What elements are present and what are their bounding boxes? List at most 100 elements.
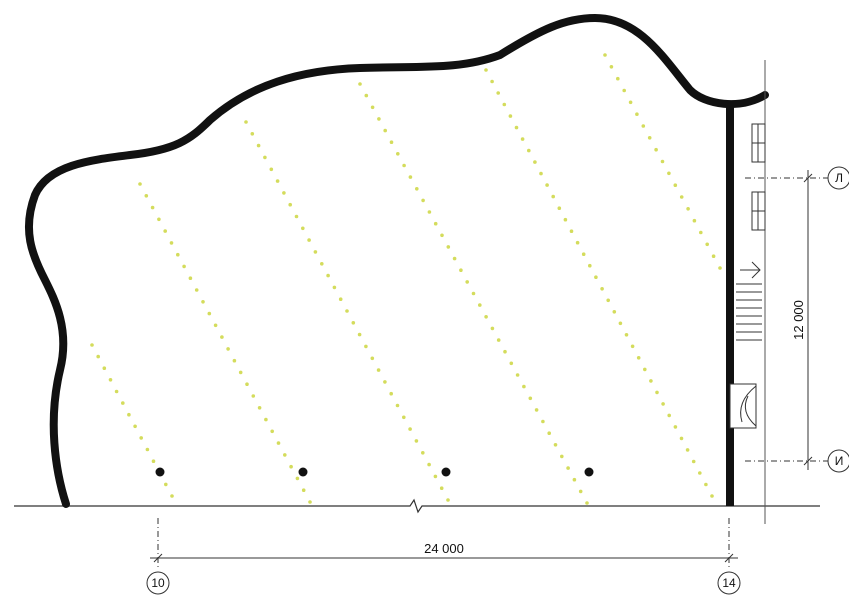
window-lower xyxy=(751,191,766,231)
horizontal-dimension-label: 24 000 xyxy=(424,541,464,556)
dotted-line-dot xyxy=(421,198,425,203)
dotted-line-dot xyxy=(301,488,306,493)
dotted-line-dot xyxy=(90,343,94,347)
dotted-line-dot xyxy=(308,500,312,504)
dotted-line-dot xyxy=(673,425,678,429)
dotted-line-dot xyxy=(127,412,131,417)
dotted-line-dot xyxy=(164,482,168,487)
dotted-line-dot xyxy=(201,300,205,304)
dotted-line-dot xyxy=(551,194,555,199)
dotted-line-dot xyxy=(383,128,388,133)
dotted-line-dot xyxy=(594,275,598,280)
dotted-line-dot xyxy=(606,298,610,303)
dotted-line-dot xyxy=(496,91,501,95)
dotted-line-dot xyxy=(251,394,256,398)
dotted-line-dot xyxy=(264,417,268,422)
column xyxy=(298,467,308,477)
dotted-line-dot xyxy=(288,202,293,207)
dotted-line-dot xyxy=(654,147,658,152)
dotted-line-dot xyxy=(527,148,531,153)
dotted-line-dot xyxy=(269,167,274,172)
dotted-line-dot xyxy=(383,380,387,384)
dotted-line-dot xyxy=(96,354,100,359)
dotted-line-dot xyxy=(433,474,438,479)
dotted-line-dot xyxy=(539,171,543,176)
dotted-line-dot xyxy=(484,68,488,72)
dotted-line-dot xyxy=(364,344,368,349)
dotted-line-dot xyxy=(376,368,381,372)
dotted-line-dot xyxy=(282,191,286,195)
dotted-line-dot xyxy=(220,335,224,339)
dotted-line-dot xyxy=(528,396,533,401)
dotted-line-dot xyxy=(257,406,262,410)
dotted-line-dot xyxy=(250,132,255,136)
dotted-line-dot xyxy=(603,53,607,57)
dotted-line-dot xyxy=(226,347,230,351)
dotted-line-dot xyxy=(541,419,545,424)
dotted-line-dot xyxy=(313,250,318,254)
dotted-line-dot xyxy=(364,93,369,98)
dotted-line-dot xyxy=(245,382,249,387)
axis-marker-i: И xyxy=(827,449,849,473)
dotted-line-dot xyxy=(163,229,167,233)
dotted-line-dot xyxy=(170,494,174,498)
dotted-line-dot xyxy=(496,338,501,342)
dotted-line-dot xyxy=(427,462,431,467)
dotted-line-dot xyxy=(624,333,629,337)
dotted-line-dot xyxy=(643,367,647,372)
horizontal-dimension xyxy=(150,518,738,568)
vertical-dimension xyxy=(745,170,828,470)
dotted-line-dot xyxy=(421,451,425,455)
dotted-line-dot xyxy=(612,310,617,314)
dotted-line-dot xyxy=(427,210,432,214)
dotted-line-dot xyxy=(157,217,161,222)
axis-marker-10: 10 xyxy=(146,571,170,595)
dotted-line-dot xyxy=(534,408,539,412)
axis-marker-14: 14 xyxy=(717,571,741,595)
dotted-line-dot xyxy=(478,303,482,307)
dotted-line-dot xyxy=(609,65,614,69)
dotted-line-dot xyxy=(630,344,635,349)
svg-text:И: И xyxy=(835,454,844,468)
dotted-line-dot xyxy=(660,159,665,164)
dotted-line-dot xyxy=(628,100,633,105)
dotted-line-dot xyxy=(711,254,716,258)
door-swing xyxy=(729,383,757,429)
dotted-line-dot xyxy=(370,356,375,361)
dotted-line-dot xyxy=(263,155,267,160)
dotted-line-dot xyxy=(508,114,513,118)
dotted-line-dot xyxy=(572,477,577,482)
dotted-line-dot xyxy=(207,311,212,316)
dotted-line-dot xyxy=(408,427,412,431)
dotted-line-dot xyxy=(503,349,507,354)
dotted-line-dot xyxy=(553,443,558,447)
ground-line xyxy=(14,498,820,514)
dotted-line-dot xyxy=(600,287,604,291)
dotted-line-dot xyxy=(332,285,337,290)
dotted-line-dot xyxy=(655,390,659,395)
svg-text:14: 14 xyxy=(722,576,736,590)
dotted-line-dot xyxy=(238,370,243,375)
dotted-line-dot xyxy=(121,401,125,405)
dotted-line-dot xyxy=(509,361,514,366)
dotted-line-dot xyxy=(133,424,137,429)
dotted-line-dot xyxy=(151,459,156,464)
dotted-line-dot xyxy=(465,280,470,284)
dotted-line-dot xyxy=(389,391,394,396)
dotted-line-dot xyxy=(108,378,113,382)
dotted-line-dot xyxy=(616,76,620,81)
dotted-line-dot xyxy=(698,471,702,475)
column xyxy=(441,467,451,477)
dotted-line-dot xyxy=(691,459,696,464)
dotted-line-dot xyxy=(533,160,537,164)
dotted-line-dot xyxy=(276,441,281,445)
dotted-line-dot xyxy=(295,476,300,481)
dotted-line-dot xyxy=(718,266,722,270)
dotted-line-dot xyxy=(641,124,646,128)
dotted-line-dot xyxy=(415,187,419,191)
dotted-line-dot xyxy=(566,466,570,470)
axis-marker-l: Л xyxy=(827,166,849,190)
dotted-line-dot xyxy=(357,332,362,337)
dotted-line-dot xyxy=(446,245,451,249)
dotted-line-dot xyxy=(490,326,495,331)
